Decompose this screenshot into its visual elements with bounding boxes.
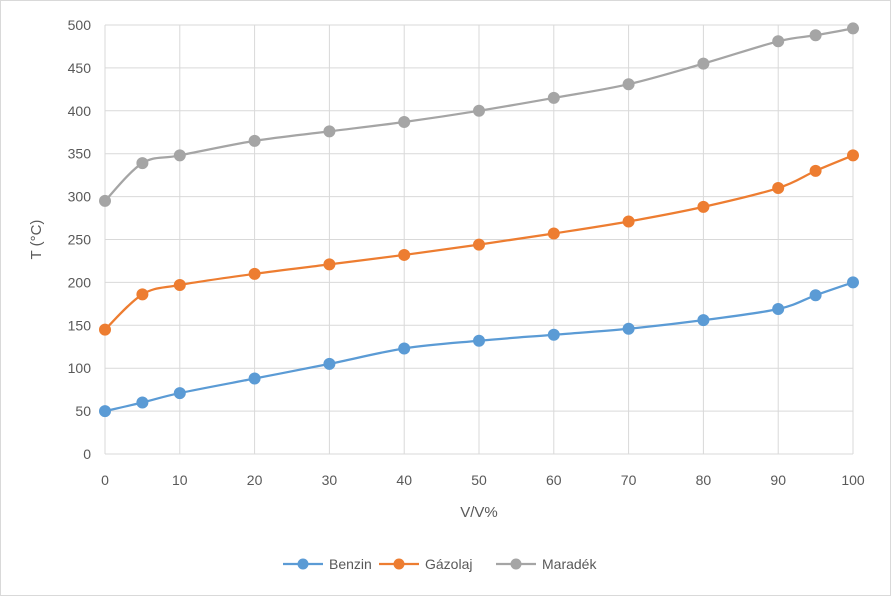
series-2: [99, 22, 859, 207]
y-tick-label: 0: [83, 446, 91, 462]
data-point: [622, 78, 635, 91]
data-point: [473, 334, 485, 347]
data-point: [772, 35, 785, 48]
data-point: [547, 91, 560, 104]
y-tick-label: 500: [68, 17, 92, 33]
data-point: [473, 238, 485, 251]
x-tick-label: 0: [101, 472, 109, 488]
data-point: [323, 357, 336, 370]
data-point: [809, 289, 822, 302]
data-point: [473, 104, 485, 117]
data-point: [398, 342, 411, 355]
y-tick-label: 250: [68, 232, 92, 248]
data-point: [323, 258, 336, 271]
y-tick-label: 50: [75, 403, 91, 419]
legend-dot-marker: [510, 558, 522, 570]
data-point: [809, 29, 822, 42]
y-axis-title: T (°C): [28, 220, 45, 260]
y-tick-label: 300: [68, 189, 92, 205]
x-axis-title: V/V%: [460, 504, 498, 521]
y-tick-label: 150: [68, 317, 92, 333]
data-point: [136, 157, 149, 170]
y-tick-labels: 0 50 100 150 200 250 300 350 400 450 500: [68, 17, 92, 462]
series-lines: [99, 22, 859, 418]
x-tick-label: 70: [621, 472, 637, 488]
data-point: [622, 215, 635, 228]
legend-dot-marker: [297, 558, 309, 570]
data-point: [772, 302, 785, 315]
data-point: [248, 372, 261, 385]
data-point: [398, 248, 411, 261]
y-tick-label: 100: [68, 360, 92, 376]
data-point: [847, 22, 859, 35]
legend-item: Benzin: [283, 556, 372, 572]
x-tick-labels: 0 10 20 30 40 50 60 70 80 90 100: [101, 472, 865, 488]
x-tick-label: 60: [546, 472, 562, 488]
x-tick-label: 10: [172, 472, 188, 488]
data-point: [697, 314, 710, 327]
data-point: [398, 115, 411, 128]
data-point: [772, 182, 785, 195]
data-point: [99, 405, 111, 418]
data-point: [323, 125, 336, 138]
y-tick-label: 400: [68, 103, 92, 119]
data-point: [173, 278, 186, 291]
legend-label: Benzin: [329, 556, 372, 572]
data-point: [847, 276, 859, 289]
data-point: [173, 149, 186, 162]
x-tick-label: 30: [322, 472, 338, 488]
data-point: [99, 194, 111, 207]
x-tick-label: 80: [696, 472, 712, 488]
series-1: [99, 149, 859, 336]
legend: Benzin Gázolaj Maradék: [283, 556, 597, 572]
data-point: [547, 227, 560, 240]
x-tick-label: 90: [770, 472, 786, 488]
y-tick-label: 350: [68, 146, 92, 162]
legend-label: Maradék: [542, 556, 597, 572]
data-point: [809, 164, 822, 177]
x-tick-label: 20: [247, 472, 263, 488]
legend-dot-marker: [393, 558, 405, 570]
data-point: [248, 134, 261, 147]
y-tick-label: 450: [68, 60, 92, 76]
y-tick-label: 200: [68, 274, 92, 290]
legend-label: Gázolaj: [425, 556, 472, 572]
legend-item: Gázolaj: [379, 556, 472, 572]
x-tick-label: 40: [396, 472, 412, 488]
legend-item: Maradék: [496, 556, 597, 572]
data-point: [136, 288, 149, 301]
data-point: [697, 57, 710, 70]
series-0: [99, 276, 859, 418]
data-point: [547, 328, 560, 341]
data-point: [173, 387, 186, 400]
data-point: [136, 396, 149, 409]
data-point: [622, 322, 635, 335]
data-point: [847, 149, 859, 162]
data-point: [697, 200, 710, 213]
data-point: [99, 323, 111, 336]
x-tick-label: 100: [841, 472, 865, 488]
data-point: [248, 267, 261, 280]
x-tick-label: 50: [471, 472, 487, 488]
